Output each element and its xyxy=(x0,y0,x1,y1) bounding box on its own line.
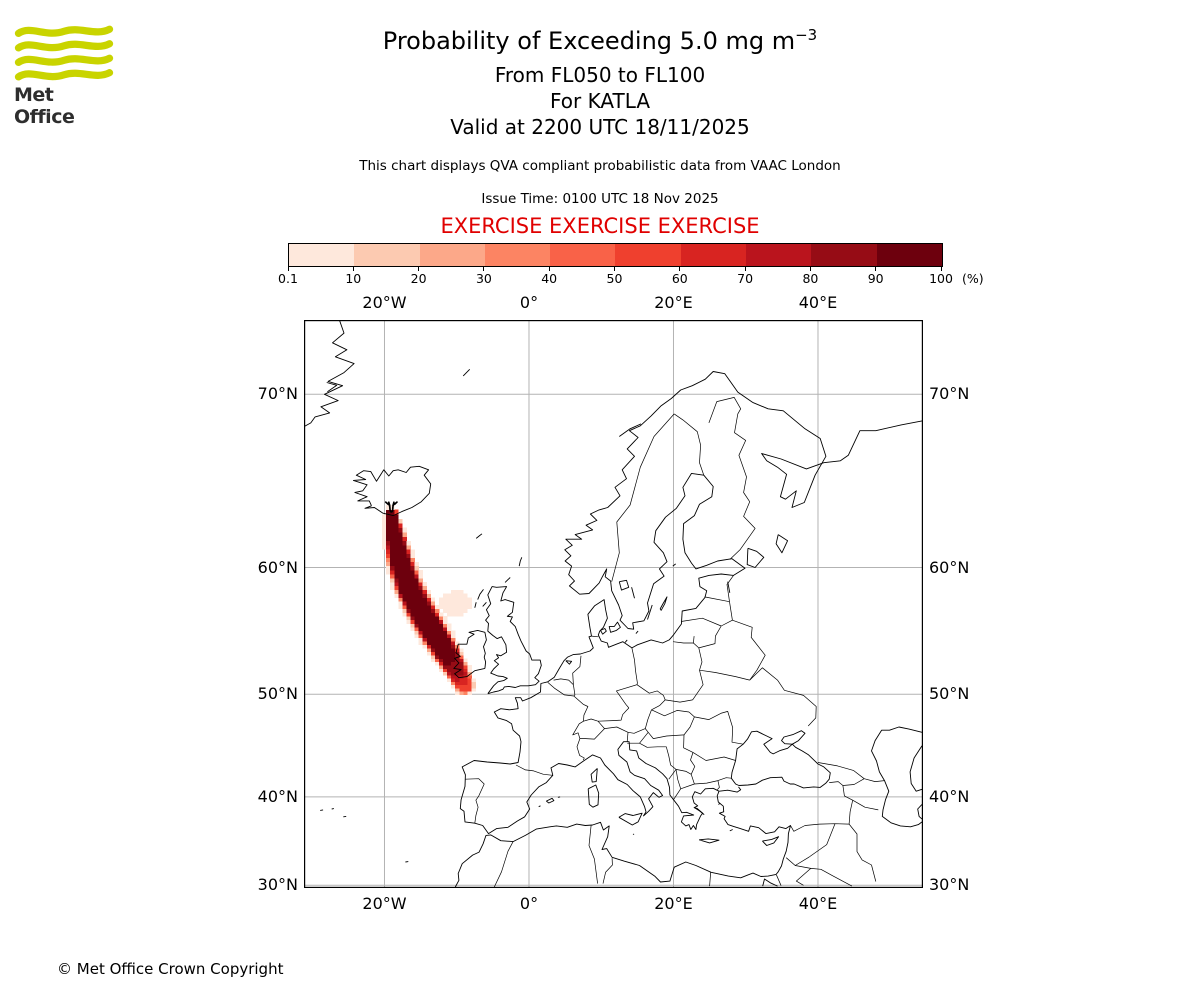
colorbar-tick-label: 20 xyxy=(410,271,427,286)
colorbar-tick xyxy=(418,266,420,271)
colorbar-segment xyxy=(811,244,877,266)
colorbar-tick xyxy=(679,266,681,271)
colorbar-tick xyxy=(287,266,289,271)
lat-label-left: 50°N xyxy=(257,684,298,704)
graticule-gridlines xyxy=(304,320,923,888)
lat-label-right: 70°N xyxy=(929,384,970,404)
colorbar-tick-label: 30 xyxy=(475,271,492,286)
subtitle-volcano: For KATLA xyxy=(550,89,650,113)
colorbar-segment xyxy=(550,244,616,266)
lat-label-left: 60°N xyxy=(257,557,298,577)
subtitle-flight-levels: From FL050 to FL100 xyxy=(494,63,706,87)
met-office-logo-text: Met Office xyxy=(14,84,75,128)
colorbar-segment xyxy=(354,244,420,266)
lat-label-right: 40°N xyxy=(929,786,970,806)
lat-label-left: 40°N xyxy=(257,786,298,806)
colorbar-tick xyxy=(483,266,485,271)
met-office-logo: Met Office xyxy=(14,22,114,128)
lon-label-top: 0° xyxy=(519,293,539,312)
colorbar-tick-label: 50 xyxy=(606,271,623,286)
page-title-exponent: −3 xyxy=(795,26,818,44)
issue-time: Issue Time: 0100 UTC 18 Nov 2025 xyxy=(481,191,719,207)
colorbar-segment xyxy=(289,244,355,266)
lon-label-top: 20°W xyxy=(362,293,407,312)
colorbar-tick-label: 100 xyxy=(929,271,953,286)
subtitle-valid-time: Valid at 2200 UTC 18/11/2025 xyxy=(450,115,750,139)
colorbar-tick-label: 10 xyxy=(345,271,362,286)
colorbar-tick-label: 80 xyxy=(802,271,819,286)
lon-label-top: 20°E xyxy=(654,293,693,312)
lat-label-left: 30°N xyxy=(257,875,298,895)
volcano-marker-icon xyxy=(384,501,398,513)
colorbar-segment xyxy=(484,244,551,266)
colorbar-segment xyxy=(419,244,485,266)
lat-label-right: 30°N xyxy=(929,875,970,895)
colorbar-tick-label: 0.1 xyxy=(278,271,298,286)
lon-label-bottom: 0° xyxy=(519,894,539,913)
page-title-text: Probability of Exceeding 5.0 mg m xyxy=(382,27,796,55)
colorbar-tick-label: 90 xyxy=(867,271,884,286)
colorbar-segment xyxy=(615,244,681,266)
ash-probability-plume xyxy=(382,505,476,695)
copyright-notice: © Met Office Crown Copyright xyxy=(57,960,284,978)
colorbar-unit: (%) xyxy=(962,271,984,286)
colorbar-tick xyxy=(548,266,550,271)
lat-label-left: 70°N xyxy=(257,384,298,404)
colorbar-tick-label: 70 xyxy=(737,271,754,286)
lon-label-bottom: 20°E xyxy=(654,894,693,913)
lon-label-bottom: 20°W xyxy=(362,894,407,913)
met-office-waves-icon xyxy=(14,25,114,81)
colorbar-segment xyxy=(746,244,812,266)
page-title: Probability of Exceeding 5.0 mg m−3 xyxy=(0,26,1200,55)
map-frame xyxy=(304,320,923,888)
probability-colorbar xyxy=(288,243,943,267)
lat-label-right: 50°N xyxy=(929,684,970,704)
colorbar-segment xyxy=(680,244,747,266)
lat-label-right: 60°N xyxy=(929,557,970,577)
map-area xyxy=(304,320,923,888)
colorbar-tick xyxy=(809,266,811,271)
europe-map xyxy=(304,320,923,888)
colorbar-segment xyxy=(876,244,942,266)
colorbar-tick xyxy=(940,266,942,271)
colorbar-tick xyxy=(744,266,746,271)
colorbar-tick xyxy=(352,266,354,271)
colorbar-tick xyxy=(875,266,877,271)
exercise-banner: EXERCISE EXERCISE EXERCISE xyxy=(440,214,760,238)
colorbar-tick xyxy=(614,266,615,271)
colorbar-tick-label: 40 xyxy=(541,271,558,286)
qva-note: This chart displays QVA compliant probab… xyxy=(359,158,841,174)
country-borders xyxy=(464,397,885,888)
colorbar-tick-label: 60 xyxy=(671,271,688,286)
coastlines xyxy=(304,320,923,888)
lon-label-bottom: 40°E xyxy=(798,894,838,913)
lon-label-top: 40°E xyxy=(798,293,838,312)
